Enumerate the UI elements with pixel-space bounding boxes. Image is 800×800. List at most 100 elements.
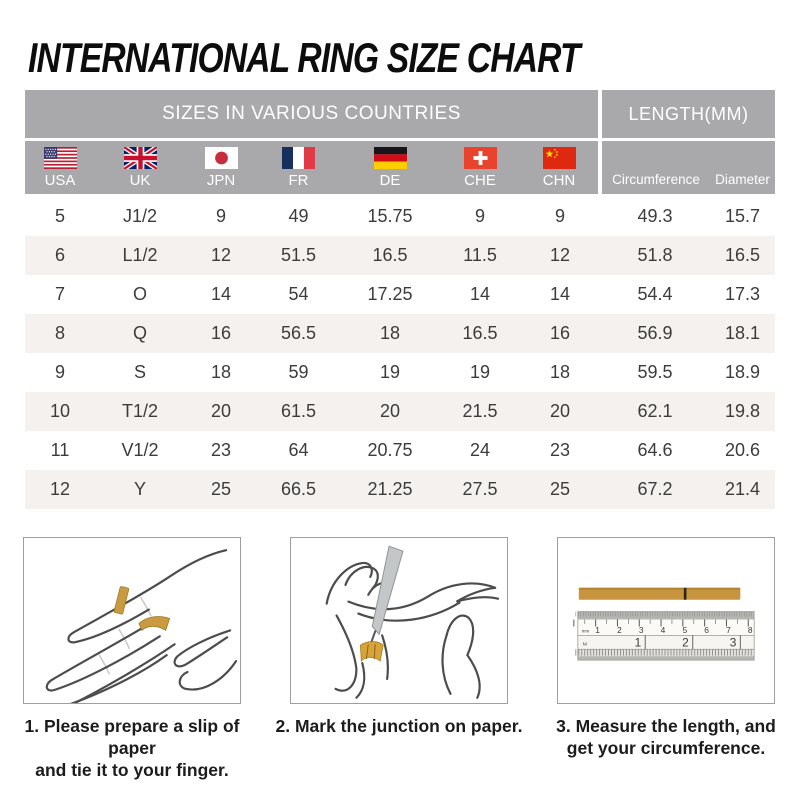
table-cell: L1/2 <box>122 245 158 265</box>
table-cell: 8 <box>54 323 65 343</box>
step-1-caption: 1. Please prepare a slip of paper and tie… <box>6 715 258 782</box>
step-3-caption: 3. Measure the length, and get your circu… <box>540 715 792 759</box>
table-cell: 49.3 <box>637 206 673 226</box>
table-cell: 21.4 <box>724 479 761 499</box>
svg-text:1: 1 <box>635 636 642 650</box>
column-label-usa: USA <box>44 172 76 189</box>
table-cell: 15.75 <box>367 206 413 226</box>
table-cell: O <box>132 284 147 304</box>
table-cell: 64.6 <box>637 440 673 460</box>
table-cell: 11.5 <box>463 245 497 265</box>
table-cell: 61.5 <box>280 401 317 421</box>
svg-text:4: 4 <box>661 625 666 635</box>
table-cell: 18.1 <box>724 323 761 343</box>
svg-text:M: M <box>583 641 587 647</box>
column-chn: CHN <box>520 141 598 194</box>
table-cell: 17.25 <box>367 284 413 304</box>
step-3: 1 2 3 4 5 6 7 8 mm 1 2 3 M 3. Measure the length, an… <box>556 537 776 782</box>
length-columns: Circumference Diameter <box>602 141 775 194</box>
table-cell: 51.5 <box>280 245 317 265</box>
table-cell: 59 <box>288 362 309 382</box>
svg-text:3: 3 <box>730 636 737 650</box>
table-cell: 20.6 <box>724 440 761 460</box>
uk-flag-icon <box>123 147 157 169</box>
table-cell: 20 <box>210 401 232 421</box>
table-row: 5 J1/2 9 49 15.75 9 9 49.3 15.7 <box>25 197 775 236</box>
page-title: INTERNATIONAL RING SIZE CHART <box>28 34 581 81</box>
step-1: 1. Please prepare a slip of paper and tie… <box>23 537 241 782</box>
table-cell: 18.9 <box>724 362 761 382</box>
table-cell: 14 <box>549 284 571 304</box>
table-cell: 25 <box>210 479 232 499</box>
table-cell: 18 <box>549 362 571 382</box>
table-cell: 56.5 <box>280 323 317 343</box>
svg-text:8: 8 <box>748 625 753 635</box>
country-columns: USA UK <box>25 141 598 194</box>
step-3-illustration: 1 2 3 4 5 6 7 8 mm 1 2 3 M <box>557 537 775 704</box>
table-cell: 51.8 <box>637 245 673 265</box>
step-2-caption: 2. Mark the junction on paper. <box>273 715 525 737</box>
table-cell: 16.5 <box>372 245 408 265</box>
ring-size-table: SIZES IN VARIOUS COUNTRIES LENGTH(MM) <box>25 90 775 509</box>
svg-text:2: 2 <box>617 625 622 635</box>
column-label-de: DE <box>379 172 401 189</box>
column-label-chn: CHN <box>542 172 576 189</box>
marking-paper-with-pen-icon <box>325 545 500 699</box>
table-cell: T1/2 <box>121 401 159 421</box>
table-cell: 20 <box>549 401 571 421</box>
table-column-header-row: USA UK <box>25 141 775 194</box>
table-cell: 9 <box>215 206 226 226</box>
table-cell: 23 <box>210 440 232 460</box>
table-cell: 9 <box>474 206 485 226</box>
measurement-steps: 1. Please prepare a slip of paper and tie… <box>23 537 776 782</box>
table-cell: 12 <box>210 245 232 265</box>
table-row: 8 Q 16 56.5 18 16.5 16 56.9 18.1 <box>25 314 775 353</box>
table-cell: Q <box>132 323 147 343</box>
table-cell: 67.2 <box>637 479 673 499</box>
table-cell: 49 <box>288 206 309 226</box>
column-label-circumference: Circumference <box>612 172 700 187</box>
table-cell: 14 <box>469 284 491 304</box>
column-label-fr: FR <box>288 172 309 189</box>
table-cell: 56.9 <box>637 323 673 343</box>
table-cell: 66.5 <box>280 479 317 499</box>
table-cell: 5 <box>54 206 65 226</box>
sizes-group-header: SIZES IN VARIOUS COUNTRIES <box>25 90 598 138</box>
table-cell: 19 <box>379 362 401 382</box>
table-cell: 21.5 <box>462 401 498 421</box>
column-uk: UK <box>95 141 185 194</box>
table-cell: 19 <box>469 362 491 382</box>
table-cell: 14 <box>210 284 232 304</box>
column-label-che: CHE <box>464 172 496 189</box>
column-jpn: JPN <box>185 141 257 194</box>
hand-with-paper-strip-icon <box>45 549 238 703</box>
column-usa: USA <box>25 141 95 194</box>
table-cell: Y <box>133 479 146 499</box>
table-cell: 9 <box>54 362 65 382</box>
column-label-jpn: JPN <box>206 172 236 189</box>
column-label-diameter: Diameter <box>715 172 770 187</box>
table-cell: 16.5 <box>462 323 498 343</box>
svg-text:6: 6 <box>704 625 709 635</box>
table-cell: 17.3 <box>724 284 761 304</box>
table-cell: 23 <box>549 440 571 460</box>
table-cell: 20 <box>379 401 401 421</box>
svg-text:mm: mm <box>582 628 590 633</box>
column-fr: FR <box>257 141 340 194</box>
column-label-uk: UK <box>129 172 151 189</box>
caption-line: get your circumference. <box>566 738 766 759</box>
step-2: 2. Mark the junction on paper. <box>276 537 522 782</box>
caption-line: 1. Please prepare a slip of paper <box>24 716 240 759</box>
column-che: CHE <box>440 141 520 194</box>
table-cell: 62.1 <box>637 401 673 421</box>
table-group-header-row: SIZES IN VARIOUS COUNTRIES LENGTH(MM) <box>25 90 775 138</box>
table-row: 12 Y 25 66.5 21.25 27.5 25 67.2 21.4 <box>25 470 775 509</box>
table-cell: 20.75 <box>367 440 413 460</box>
table-row: 11 V1/2 23 64 20.75 24 23 64.6 20.6 <box>25 431 775 470</box>
table-row: 10 T1/2 20 61.5 20 21.5 20 62.1 19.8 <box>25 392 775 431</box>
caption-line: and tie it to your finger. <box>35 760 229 781</box>
ruler-measuring-icon: 1 2 3 4 5 6 7 8 mm 1 2 3 M <box>573 587 755 661</box>
table-row: 7 O 14 54 17.25 14 14 54.4 17.3 <box>25 275 775 314</box>
table-cell: 54.4 <box>637 284 673 304</box>
